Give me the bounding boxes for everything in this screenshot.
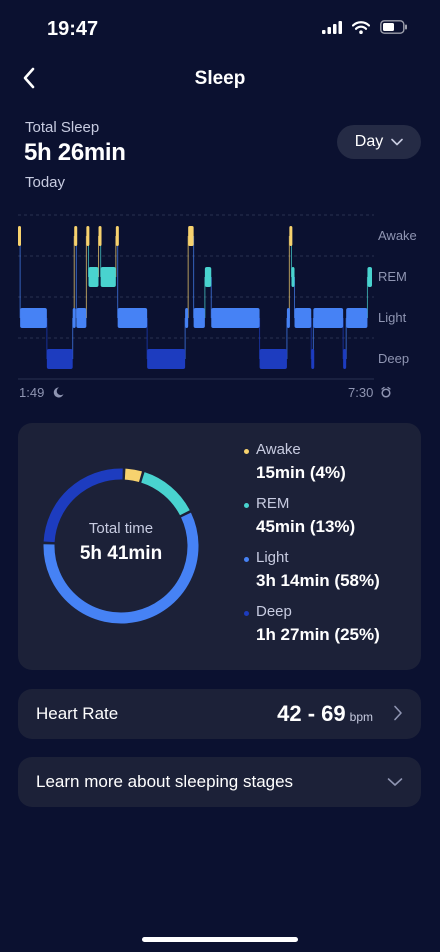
heart-rate-unit: bpm	[349, 710, 373, 724]
wifi-icon	[352, 20, 370, 34]
legend-value: 3h 14min (58%)	[256, 571, 380, 590]
heart-rate-label: Heart Rate	[36, 704, 119, 723]
status-time: 19:47	[47, 18, 99, 40]
legend-value: 1h 27min (25%)	[256, 625, 380, 644]
donut-total-label: Total time	[88, 520, 154, 537]
legend-dot-deep	[244, 611, 249, 616]
status-bar: 19:47	[0, 0, 440, 56]
stage-segment-rem	[204, 267, 212, 287]
chart-stage-segments	[18, 226, 372, 369]
legend-dot-rem	[244, 503, 249, 508]
legend-name: Light	[256, 549, 289, 566]
stage-segment-awake	[289, 226, 293, 246]
sleep-stages-chart: Awake REM Light Deep 1:49 7:30	[18, 214, 417, 400]
stage-segment-light	[211, 308, 260, 328]
sleep-stages-donut-chart	[43, 468, 199, 624]
heart-rate-row[interactable]: Heart Rate 42 - 69 bpm	[18, 689, 421, 739]
learn-more-row[interactable]: Learn more about sleeping stages	[18, 757, 421, 807]
stage-segment-awake	[98, 226, 102, 246]
legend-dot-light	[244, 557, 249, 562]
stage-segment-rem	[88, 267, 99, 287]
stage-segment-light	[286, 308, 290, 328]
legend-value: 45min (13%)	[256, 517, 356, 536]
chart-gridlines	[18, 214, 374, 339]
stage-segment-light	[72, 308, 76, 328]
stage-segment-light	[76, 308, 87, 328]
heart-rate-value-group: 42 - 69 bpm	[277, 701, 373, 727]
chart-start-time: 1:49	[19, 385, 44, 400]
heart-rate-value: 42 - 69	[277, 701, 346, 726]
stage-segment-light	[193, 308, 205, 328]
stage-segment-light	[185, 308, 189, 328]
stage-segment-deep	[311, 349, 315, 369]
chart-end-time: 7:30	[348, 385, 373, 400]
chart-stage-labels: Awake REM Light Deep	[378, 228, 417, 366]
stage-label-deep: Deep	[378, 351, 409, 366]
chevron-left-icon	[23, 67, 35, 89]
legend-value: 15min (4%)	[256, 463, 346, 482]
stage-segment-rem	[291, 267, 295, 287]
learn-more-label: Learn more about sleeping stages	[36, 772, 294, 791]
sleep-stats-card: Total time 5h 41min Awake 15min (4%) REM…	[18, 423, 421, 670]
home-indicator[interactable]	[142, 937, 298, 942]
stage-label-awake: Awake	[378, 228, 417, 243]
donut-slice-light	[43, 512, 199, 624]
stage-segment-deep	[147, 349, 186, 369]
stage-segment-rem	[100, 267, 116, 287]
stage-segment-awake	[188, 226, 194, 246]
stage-label-light: Light	[378, 310, 407, 325]
total-sleep-label: Total Sleep	[25, 119, 100, 136]
period-selector[interactable]: Day	[337, 125, 421, 159]
navigation-bar: Sleep	[0, 56, 440, 100]
legend-dot-awake	[244, 449, 249, 454]
stage-segment-deep	[343, 349, 347, 369]
stage-segment-awake	[86, 226, 90, 246]
stage-segment-awake	[115, 226, 119, 246]
stage-segment-light	[313, 308, 344, 328]
donut-slice-awake	[124, 468, 142, 483]
legend-name: Deep	[256, 603, 292, 620]
period-selector-value: Day	[354, 133, 384, 150]
status-icons	[322, 20, 408, 34]
stage-segment-deep	[259, 349, 287, 369]
stage-label-rem: REM	[378, 269, 407, 284]
back-button[interactable]	[14, 62, 44, 94]
stage-segment-light	[346, 308, 368, 328]
summary-date: Today	[25, 174, 66, 191]
donut-slice-deep	[43, 468, 123, 543]
stage-segment-deep	[46, 349, 73, 369]
donut-slice-rem	[141, 472, 190, 516]
stage-segment-awake	[74, 226, 78, 246]
stage-segment-awake	[18, 226, 21, 246]
legend-name: Awake	[256, 441, 301, 458]
stage-segment-light	[20, 308, 47, 328]
chevron-right-icon	[394, 705, 402, 721]
moon-icon	[53, 387, 64, 398]
battery-icon	[380, 20, 407, 34]
chevron-down-icon	[391, 138, 404, 146]
donut-total-value: 5h 41min	[79, 543, 163, 564]
stage-segment-light	[294, 308, 312, 328]
chevron-down-icon	[387, 778, 403, 786]
total-sleep-value: 5h 26min	[24, 139, 126, 166]
page-title: Sleep	[194, 68, 246, 89]
stage-segment-rem	[367, 267, 372, 287]
legend-name: REM	[256, 495, 290, 512]
alarm-icon	[381, 386, 391, 398]
stage-segment-light	[117, 308, 148, 328]
signal-icon	[322, 20, 342, 34]
